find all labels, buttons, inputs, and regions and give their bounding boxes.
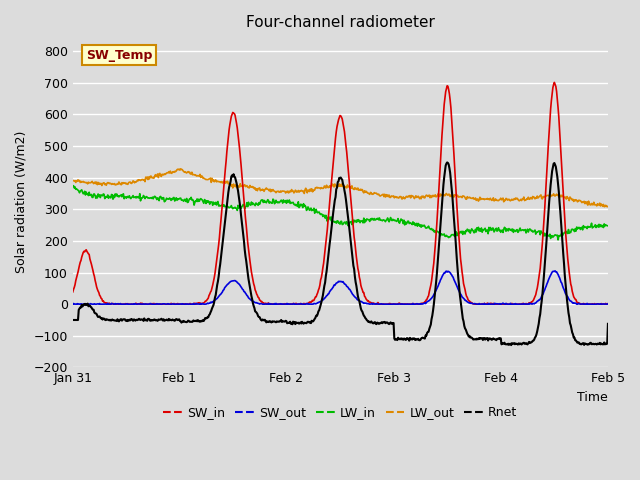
Text: SW_Temp: SW_Temp <box>86 48 152 61</box>
Legend: SW_in, SW_out, LW_in, LW_out, Rnet: SW_in, SW_out, LW_in, LW_out, Rnet <box>159 401 522 424</box>
Title: Four-channel radiometer: Four-channel radiometer <box>246 15 435 30</box>
Y-axis label: Solar radiation (W/m2): Solar radiation (W/m2) <box>15 130 28 273</box>
Text: Time: Time <box>577 391 608 404</box>
